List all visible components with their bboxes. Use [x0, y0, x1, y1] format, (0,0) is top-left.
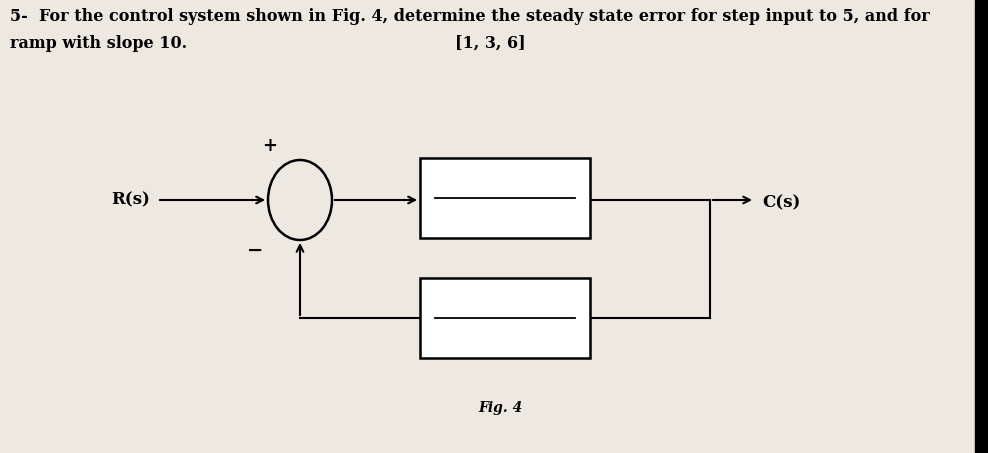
Text: ramp with slope 10.: ramp with slope 10. — [10, 35, 187, 52]
Text: (s + 1): (s + 1) — [474, 326, 536, 343]
Text: [1, 3, 6]: [1, 3, 6] — [454, 35, 526, 52]
Text: 5-  For the control system shown in Fig. 4, determine the steady state error for: 5- For the control system shown in Fig. … — [10, 8, 930, 25]
Text: k: k — [499, 168, 511, 186]
Text: −: − — [247, 242, 263, 260]
Text: +: + — [263, 137, 278, 155]
Text: s² + 5s + 6: s² + 5s + 6 — [455, 206, 555, 223]
Bar — [420, 158, 590, 238]
Text: Fig. 4: Fig. 4 — [478, 401, 522, 415]
Text: C(s): C(s) — [762, 194, 800, 212]
Bar — [420, 278, 590, 358]
Text: R(s): R(s) — [111, 192, 150, 208]
Text: 1: 1 — [499, 290, 511, 308]
